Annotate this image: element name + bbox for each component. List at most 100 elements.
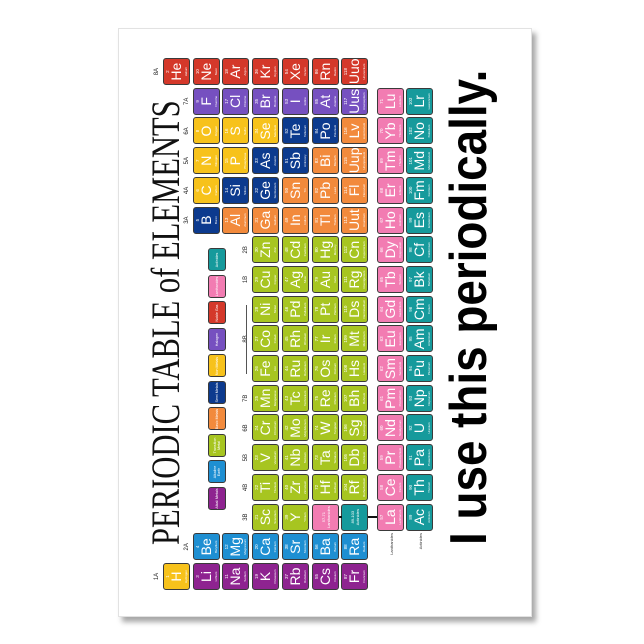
element-symbol: Li	[197, 571, 214, 582]
element-symbol: Ac	[411, 508, 427, 526]
element-name: Neptunium	[427, 391, 431, 406]
element-li: 3 Li Lithium	[192, 563, 220, 590]
element-hf: 72 Hf Hafnium	[311, 473, 339, 501]
element-i: 53 I Iodine	[281, 87, 309, 115]
connector-line	[338, 516, 342, 519]
element-name: Magnesium	[243, 539, 248, 555]
element-symbol: Cr	[257, 420, 274, 436]
element-bh: 107 Bh Bohrium	[341, 384, 369, 412]
element-al: 13 Al Aluminum	[222, 206, 250, 234]
group-label: 1B	[243, 275, 249, 284]
element-symbol: Eu	[382, 330, 398, 348]
element-lv: 116 Lv Livermorium	[341, 117, 369, 145]
element-symbol: Am	[411, 328, 427, 350]
element-rb: 37 Rb Rubidium	[281, 563, 309, 590]
element-pb: 82 Pb Lead	[311, 176, 339, 204]
element-name: Francium	[362, 570, 367, 583]
element-au: 79 Au Gold	[311, 266, 339, 293]
element-ds: 110 Ds Darmstadtium	[341, 295, 369, 323]
element-symbol: Co	[257, 329, 274, 348]
element-name: Polonium	[332, 124, 337, 138]
element-symbol: Ar	[227, 64, 244, 79]
element-tm: 69 Tm Thulium	[377, 147, 404, 175]
element-ce: 58 Ce Cerium	[377, 473, 404, 501]
element-ge: 32 Ge Germanium	[252, 176, 280, 204]
element-symbol: Se	[257, 122, 274, 140]
element-name: Neon	[213, 68, 218, 76]
element-name: Titanium	[273, 481, 278, 494]
group-label: 7A	[184, 97, 190, 105]
element-name: Helium	[184, 66, 188, 77]
element-symbol: B	[197, 215, 214, 225]
element-symbol: Ne	[197, 62, 214, 81]
element-fl: 114 Fl Flerovium	[341, 176, 369, 204]
element-hg: 80 Hg Mercury	[311, 236, 339, 264]
element-symbol: Ho	[382, 211, 398, 230]
element-name: Californium	[427, 242, 431, 258]
element-symbol: Uut	[346, 209, 363, 232]
element-name: Potassium	[273, 569, 278, 584]
element-y: 39 Y Yttrium	[281, 503, 309, 531]
element-name: Hassium	[362, 362, 367, 375]
element-name: Palladium	[302, 302, 307, 316]
element-name: Argon	[243, 67, 248, 76]
element-name: Ununoctium	[362, 63, 367, 80]
element-name: Antimony	[302, 154, 307, 167]
element-name: Terbium	[398, 274, 402, 285]
element-symbol: Zr	[286, 480, 303, 495]
element-name: Selenium	[273, 124, 278, 138]
element-n: 7 N Nitrogen	[192, 147, 220, 175]
element-uuo: 118 Uuo Ununoctium	[341, 58, 369, 86]
element-no: 102 No Nobelium	[406, 117, 433, 145]
element-symbol: Ti	[257, 481, 274, 493]
element-uus: 117 Uus Ununseptium	[341, 87, 369, 115]
group-label: 2A	[184, 543, 190, 551]
element-c: 6 C Carbon	[192, 176, 220, 204]
element-symbol: Nd	[382, 419, 398, 437]
legend-transition: Transition Metal	[208, 434, 226, 457]
element-es: 99 Es Einsteinium	[406, 206, 433, 234]
element-name: Flerovium	[362, 183, 367, 197]
element-re: 75 Re Rhenium	[311, 384, 339, 412]
element-symbol: Sr	[286, 539, 303, 554]
element-symbol: Sc	[257, 508, 274, 526]
element-name: Calcium	[273, 541, 278, 553]
element-fm: 100 Fm Fermium	[406, 176, 433, 204]
element-symbol: H	[168, 571, 184, 582]
element-po: 84 Po Polonium	[311, 117, 339, 145]
element-name: Niobium	[302, 452, 307, 464]
element-name: Europium	[398, 332, 402, 346]
element-symbol: C	[197, 185, 214, 196]
element-name: Chromium	[273, 421, 278, 435]
element-name: Lead	[332, 187, 337, 194]
element-name: Silver	[302, 275, 307, 284]
element-ac: 89 Ac Actinium	[406, 503, 433, 531]
group-label: 4B	[243, 483, 249, 492]
element-rg: 111 Rg Roentgenium	[341, 266, 369, 293]
element-name: Oxygen	[213, 125, 218, 137]
legend-actinide: Actinides	[208, 248, 226, 272]
element-symbol: Na	[227, 567, 244, 586]
element-name: Bismuth	[332, 155, 337, 167]
lanthanides-label: Lanthanides	[389, 533, 394, 555]
element-rf: 104 Rf Rutherfordium	[341, 473, 369, 501]
element-in: 49 In Indium	[281, 206, 309, 234]
element-symbol: At	[316, 94, 333, 108]
element-symbol: Hs	[346, 360, 363, 378]
group-8b-bracket	[246, 304, 247, 375]
legend-semi: Semi Metals	[208, 381, 226, 404]
element-sr: 38 Sr Strontium	[281, 533, 309, 561]
element-mg: 12 Mg Magnesium	[222, 533, 250, 561]
periodic-table: PERIODIC TABLE of ELEMENTS I use this pe…	[118, 28, 530, 615]
element-symbol: Xe	[286, 63, 303, 81]
element-symbol: Fm	[411, 180, 427, 201]
element-pt: 78 Pt Platinum	[311, 295, 339, 323]
element-f: 9 F Fluorine	[192, 87, 220, 115]
element-symbol: Tl	[316, 214, 333, 226]
element-symbol: W	[316, 421, 333, 435]
element-symbol: Pd	[286, 300, 303, 318]
element-name: Bromine	[273, 95, 278, 107]
element-uut: 113 Uut Ununtrium	[341, 206, 369, 234]
group-label: 5A	[184, 157, 190, 165]
element-sg: 106 Sg Seaborgium	[341, 414, 369, 442]
